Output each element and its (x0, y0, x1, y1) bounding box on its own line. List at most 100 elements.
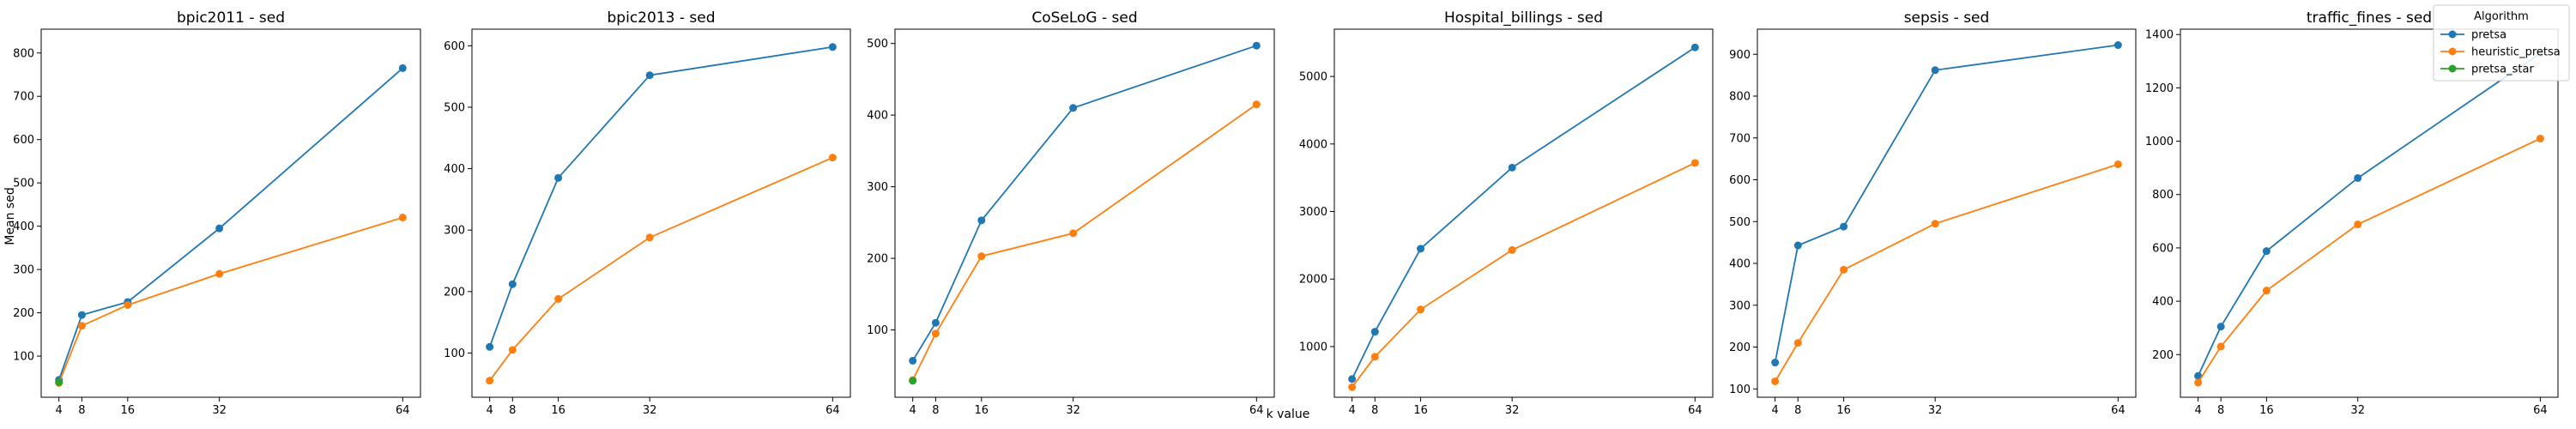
x-tick-label: 16 (975, 404, 989, 417)
legend-entry: pretsa_star (2440, 63, 2534, 76)
series-line (1351, 46, 1696, 380)
x-tick-label: 64 (2533, 404, 2548, 417)
axes-frame (1757, 28, 2137, 398)
y-tick-label: 600 (444, 40, 465, 53)
x-tick-label: 8 (78, 404, 85, 417)
data-point (1931, 220, 1939, 228)
legend-label: pretsa (2471, 29, 2506, 42)
series-heuristic_pretsa (909, 100, 1261, 384)
legend-entries: pretsa heuristic_pretsa pretsa_star (2440, 29, 2561, 76)
data-point (77, 322, 86, 330)
x-tick-label: 8 (1371, 404, 1378, 417)
data-point (2194, 378, 2203, 387)
subplot-title: traffic_fines - sed (2307, 9, 2432, 27)
x-tick-label: 4 (1772, 404, 1779, 417)
data-point (2194, 372, 2203, 380)
data-point (215, 269, 224, 278)
data-point (2262, 287, 2271, 295)
data-point (2113, 160, 2122, 168)
x-tick-label: 16 (1836, 404, 1851, 417)
subplot-title: sepsis - sed (1904, 9, 1990, 27)
series-pretsa (1771, 41, 2122, 367)
figure-y-label: Mean sed (3, 187, 17, 245)
data-point (909, 377, 917, 385)
series-pretsa_star (909, 377, 917, 385)
data-point (554, 294, 563, 303)
data-point (1690, 43, 1699, 51)
data-point (1690, 159, 1699, 167)
y-tick-label: 400 (867, 110, 888, 123)
legend-marker (2448, 64, 2457, 73)
y-tick-label: 800 (2152, 189, 2174, 202)
subplot-title: Hospital_billings - sed (1444, 9, 1603, 27)
x-tick-label: 32 (212, 404, 227, 417)
y-tick-label: 800 (13, 47, 34, 60)
series-pretsa (909, 41, 1261, 365)
series-line (488, 45, 833, 347)
data-point (1508, 245, 1516, 254)
y-tick-label: 100 (867, 324, 888, 337)
y-tick-label: 100 (13, 351, 34, 364)
legend-title: Algorithm (2474, 10, 2529, 23)
data-point (1348, 375, 1357, 384)
y-tick-label: 200 (444, 286, 465, 299)
data-point (554, 173, 563, 182)
data-point (1771, 359, 1780, 367)
y-tick-label: 600 (13, 134, 34, 147)
y-tick-label: 100 (1729, 384, 1751, 396)
series-line (2197, 137, 2541, 384)
series-pretsa (486, 43, 837, 351)
x-tick-label: 64 (396, 404, 410, 417)
data-point (1840, 222, 1848, 231)
series-line (911, 45, 1257, 361)
subplot-1: bpic2011 - sed 4 8 16 32 64 100 200 300 400 500 600… (13, 9, 421, 417)
x-tick-label: 64 (825, 404, 840, 417)
y-tick-label: 300 (13, 264, 34, 277)
data-point (1069, 229, 1078, 238)
data-point (398, 63, 407, 72)
x-tick-label: 32 (2350, 404, 2365, 417)
y-tick-label: 400 (13, 221, 34, 233)
data-point (1370, 328, 1379, 336)
axes-frame (2180, 28, 2559, 398)
axes-frame (894, 28, 1275, 398)
x-tick-label: 8 (509, 404, 516, 417)
x-tick-label: 64 (1688, 404, 1702, 417)
y-tick-label: 1000 (1299, 341, 1327, 353)
subplot-title: CoSeLoG - sed (1031, 9, 1137, 27)
series-heuristic_pretsa (2194, 134, 2544, 387)
y-tick-label: 800 (1729, 91, 1751, 104)
x-tick-label: 4 (910, 404, 916, 417)
data-point (1508, 163, 1516, 172)
y-tick-label: 100 (444, 347, 465, 360)
y-tick-label: 200 (1729, 341, 1751, 354)
data-point (1252, 100, 1261, 109)
y-tick-label: 300 (1729, 299, 1751, 312)
legend-frame (2433, 4, 2570, 82)
legend-marker (2448, 47, 2457, 56)
y-tick-label: 300 (867, 181, 888, 194)
y-tick-label: 700 (13, 91, 34, 104)
data-point (2216, 323, 2225, 331)
data-point (1793, 339, 1802, 347)
data-point (2216, 342, 2225, 351)
y-tick-label: 500 (867, 38, 888, 51)
y-tick-label: 1400 (2145, 29, 2174, 42)
series-line (57, 216, 403, 384)
legend-marker (2448, 30, 2457, 39)
x-tick-label: 8 (932, 404, 939, 417)
data-point (2354, 173, 2362, 182)
axes-frame (471, 28, 851, 398)
x-tick-label: 4 (56, 404, 63, 417)
x-tick-label: 4 (487, 404, 493, 417)
series-line (2197, 52, 2541, 377)
subplot-2: bpic2013 - sed 4 8 16 32 64 100 200 300 400 500 600 (444, 9, 851, 417)
subplot-title: bpic2013 - sed (608, 9, 716, 27)
series-line (1774, 163, 2119, 382)
data-point (828, 154, 837, 162)
data-point (645, 233, 654, 242)
data-point (2262, 247, 2271, 256)
y-tick-label: 400 (1729, 258, 1751, 271)
x-tick-label: 16 (551, 404, 565, 417)
